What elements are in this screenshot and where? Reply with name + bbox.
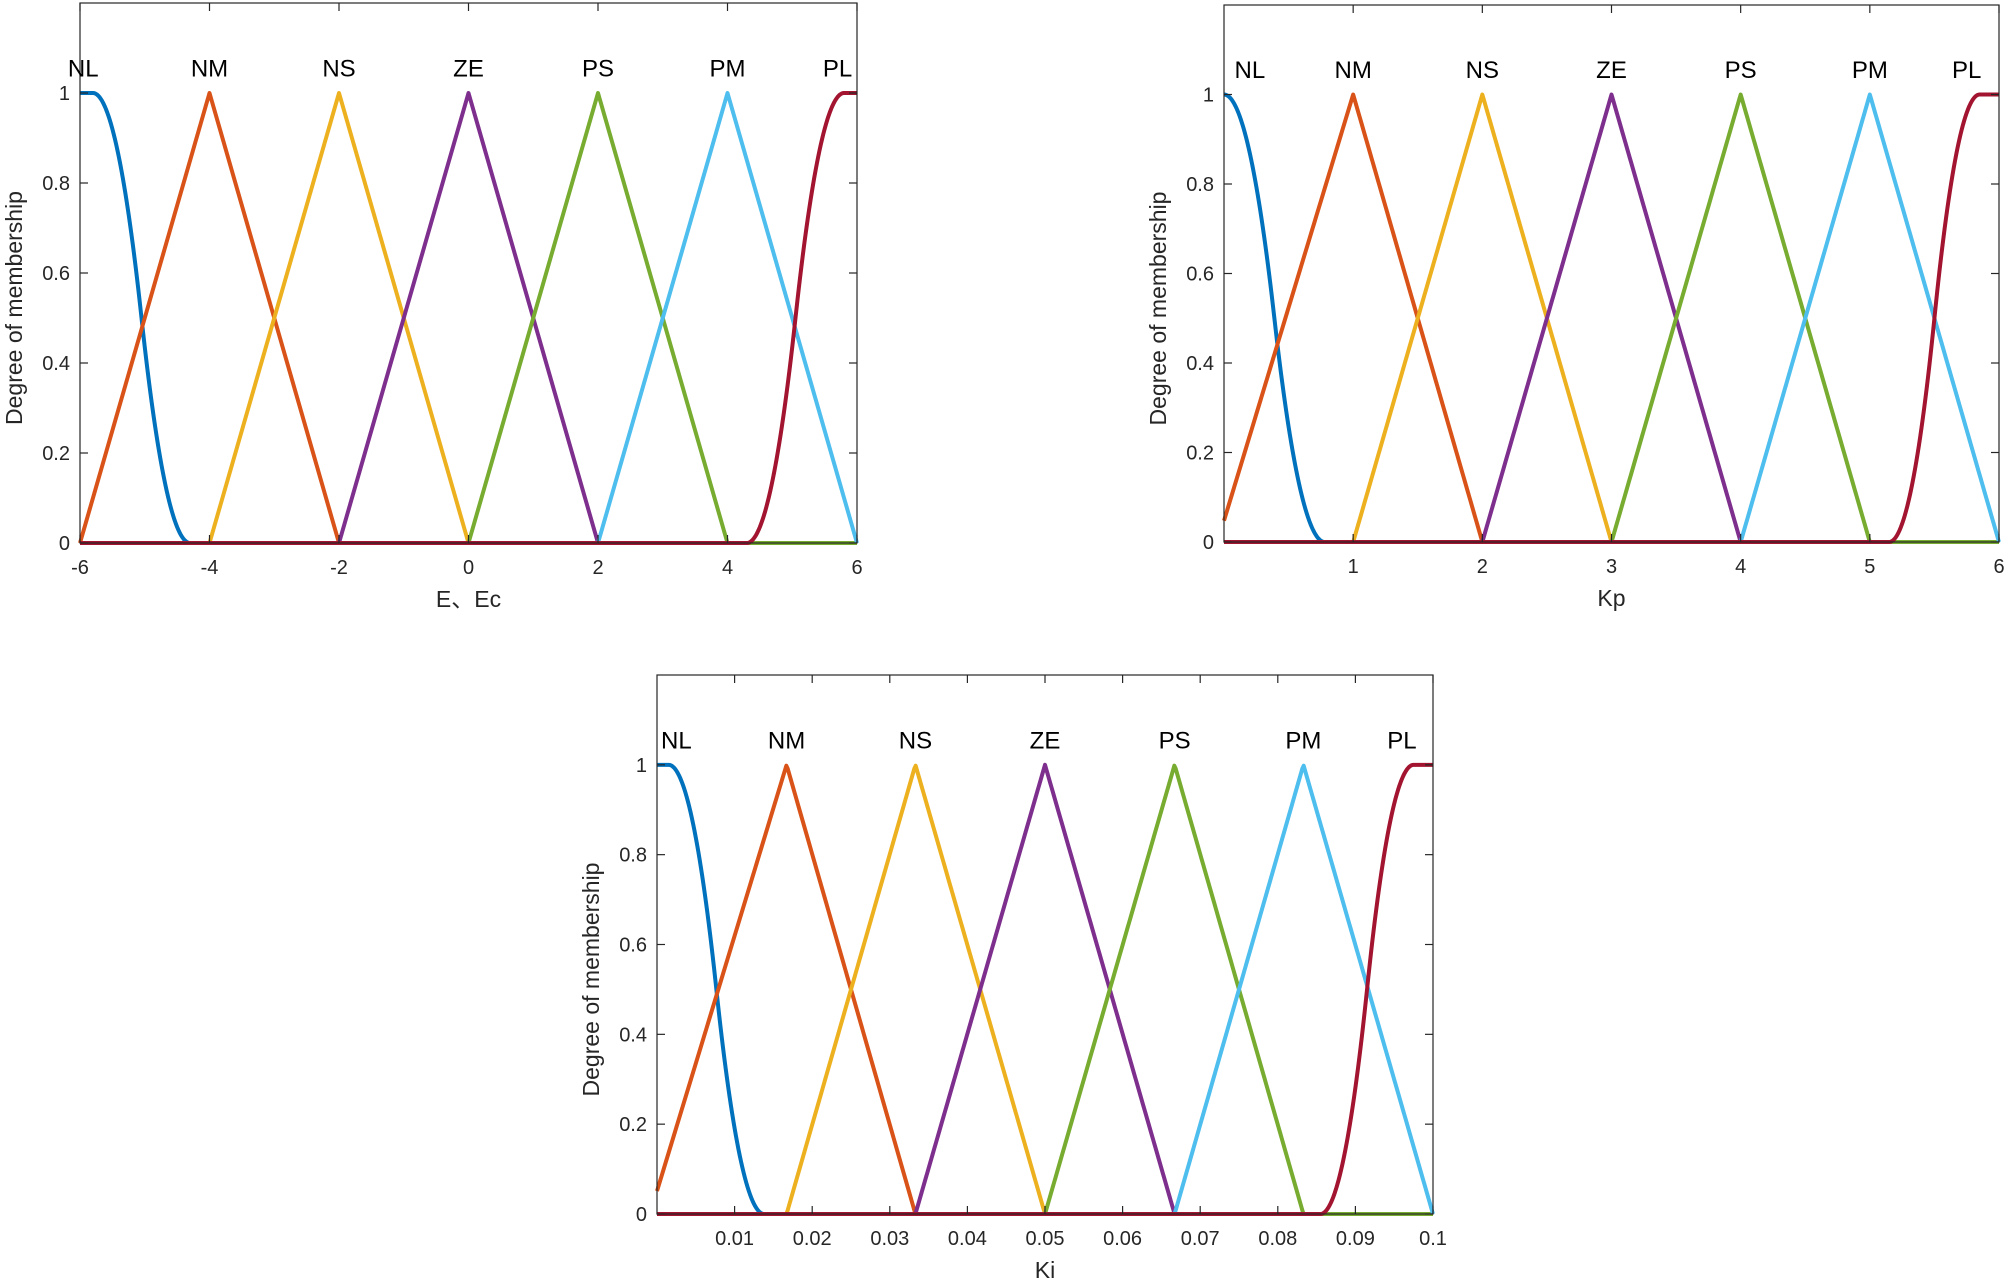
- set-label-ze: ZE: [1596, 57, 1627, 84]
- series-ns-line: [79, 91, 858, 545]
- y-tick-label: 0.6: [42, 263, 70, 285]
- set-label-ns: NS: [1466, 57, 1499, 84]
- y-tick-label: 0.2: [42, 443, 70, 465]
- x-tick-label: 3: [1606, 556, 1617, 578]
- x-axis-label: E、Ec: [436, 586, 501, 612]
- x-axis-label: Ki: [1035, 1257, 1055, 1281]
- y-tick-label: 1: [636, 755, 647, 777]
- set-label-nl: NL: [1234, 57, 1265, 84]
- series-nl-line: [79, 91, 858, 545]
- y-tick-label: 0.4: [619, 1024, 647, 1046]
- y-tick-label: 0.2: [619, 1114, 647, 1136]
- axes-box: [1223, 4, 2000, 543]
- series-ps-line: [656, 763, 1434, 1216]
- y-tick-label: 0.8: [619, 845, 647, 867]
- series-ps-line: [1223, 92, 2000, 544]
- x-tick-label: 6: [851, 557, 862, 579]
- chart-ki: 0 0.2 0.4 0.6 0.8 1 0.01 0.02 0.03 0.04 0.05 0.06 0.…: [578, 674, 1447, 1283]
- set-label-ns: NS: [322, 56, 355, 83]
- x-tick-label: 5: [1864, 556, 1875, 578]
- set-label-ps: PS: [1159, 727, 1191, 754]
- series-nm-line: [655, 763, 1434, 1216]
- set-label-nl: NL: [68, 56, 99, 83]
- x-tick-label: 0.03: [870, 1228, 909, 1250]
- x-tick-label: 2: [592, 557, 603, 579]
- x-tick-label: 0.1: [1419, 1228, 1447, 1250]
- series-pm-line: [79, 91, 859, 545]
- set-label-ze: ZE: [453, 56, 484, 83]
- x-tick-label: 0.08: [1258, 1228, 1297, 1250]
- chart-e-ec: 0 0.2 0.4 0.6 0.8 1 -6 -4 -2 0 2 4 6 E、Ec Degree of me…: [1, 2, 863, 612]
- series-pm-line: [1223, 92, 2001, 544]
- set-label-ps: PS: [582, 56, 614, 83]
- x-axis-label: Kp: [1597, 585, 1625, 611]
- series-pl-line: [656, 762, 1434, 1216]
- set-label-pm: PM: [1852, 57, 1888, 84]
- x-tick-label: -2: [330, 557, 348, 579]
- series-ze-line: [656, 762, 1434, 1216]
- y-tick-label: 0: [1203, 532, 1214, 554]
- x-tick-label: 0.01: [715, 1228, 754, 1250]
- x-tick-label: 0.02: [793, 1228, 832, 1250]
- x-tick-label: 4: [722, 557, 733, 579]
- x-tick-label: 0.09: [1336, 1228, 1375, 1250]
- set-label-nm: NM: [1335, 57, 1372, 84]
- series-nm-line: [78, 91, 858, 545]
- series-pl-line: [1223, 92, 2000, 544]
- y-tick-label: 0.4: [42, 353, 70, 375]
- x-tick-label: 0.04: [948, 1228, 987, 1250]
- y-axis-label: Degree of membership: [1145, 192, 1171, 426]
- set-label-ze: ZE: [1030, 727, 1061, 754]
- y-tick-label: 0.8: [1186, 174, 1214, 196]
- set-label-nl: NL: [661, 727, 692, 754]
- series-ze-line: [79, 91, 858, 545]
- y-tick-label: 0: [636, 1204, 647, 1226]
- y-axis-label: Degree of membership: [1, 191, 27, 425]
- set-label-nm: NM: [191, 56, 228, 83]
- series-nl-line: [1223, 92, 2000, 544]
- set-label-pl: PL: [1387, 727, 1416, 754]
- set-label-nm: NM: [768, 727, 805, 754]
- series-nm-line: [1222, 92, 2000, 544]
- series-nl-line: [656, 762, 1434, 1216]
- set-label-ps: PS: [1725, 57, 1757, 84]
- y-tick-label: 0: [59, 533, 70, 555]
- x-tick-label: 0.07: [1181, 1228, 1220, 1250]
- x-tick-label: 2: [1477, 556, 1488, 578]
- x-tick-label: 4: [1735, 556, 1746, 578]
- series-ze-line: [1223, 92, 2000, 544]
- x-tick-label: 6: [1993, 556, 2004, 578]
- x-tick-label: -6: [71, 557, 89, 579]
- set-label-ns: NS: [899, 727, 932, 754]
- series-ns-line: [656, 763, 1434, 1216]
- chart-kp: 0 0.2 0.4 0.6 0.8 1 1 2 3 4 5 6 Kp Degree of membersh…: [1145, 4, 2005, 611]
- y-tick-label: 1: [1203, 85, 1214, 107]
- axes-box: [656, 674, 1434, 1215]
- x-tick-label: 1: [1348, 556, 1359, 578]
- y-axis-label: Degree of membership: [578, 863, 604, 1097]
- y-tick-label: 0.6: [1186, 264, 1214, 286]
- axes-box: [79, 2, 858, 544]
- series-ns-line: [1223, 92, 2000, 544]
- set-label-pm: PM: [1285, 727, 1321, 754]
- series-ps-line: [79, 91, 858, 545]
- y-tick-label: 0.6: [619, 935, 647, 957]
- series-pm-line: [656, 763, 1435, 1216]
- x-tick-label: 0.05: [1026, 1228, 1065, 1250]
- x-tick-label: 0.06: [1103, 1228, 1142, 1250]
- x-tick-label: -4: [201, 557, 219, 579]
- series-pl-line: [79, 91, 858, 545]
- x-tick-label: 0: [463, 557, 474, 579]
- y-tick-label: 1: [59, 83, 70, 105]
- set-label-pm: PM: [710, 56, 746, 83]
- y-tick-label: 0.2: [1186, 443, 1214, 465]
- y-tick-label: 0.8: [42, 173, 70, 195]
- set-label-pl: PL: [823, 56, 852, 83]
- y-tick-label: 0.4: [1186, 353, 1214, 375]
- set-label-pl: PL: [1952, 57, 1981, 84]
